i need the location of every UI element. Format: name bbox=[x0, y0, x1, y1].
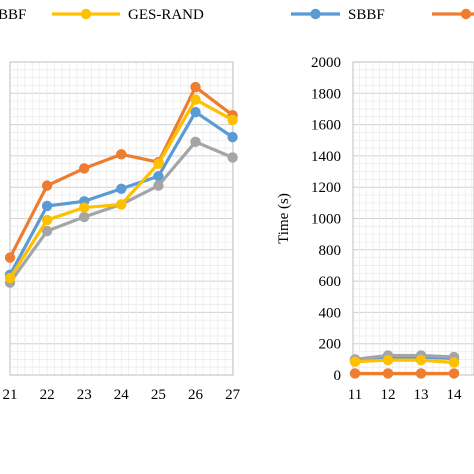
data-point-marker bbox=[190, 106, 201, 118]
x-tick-label: 21 bbox=[3, 387, 18, 403]
y-tick-label: 400 bbox=[319, 305, 342, 321]
data-point-marker bbox=[153, 158, 164, 169]
data-point-marker bbox=[116, 149, 127, 160]
data-point-marker bbox=[79, 163, 90, 174]
legend: BBF GES-RAND SBBF bbox=[0, 7, 474, 23]
gridlines bbox=[352, 61, 474, 376]
data-point-marker bbox=[448, 368, 460, 379]
legend-swatch-marker bbox=[80, 8, 92, 20]
series-line bbox=[354, 358, 455, 365]
data-point-marker bbox=[116, 183, 127, 194]
y-axis-title: Time (s) bbox=[276, 193, 292, 244]
data-point-marker bbox=[448, 357, 460, 368]
data-point-marker bbox=[4, 252, 16, 263]
data-point-marker bbox=[41, 225, 53, 237]
x-tick-label: 26 bbox=[188, 387, 204, 403]
data-point-marker bbox=[349, 368, 361, 379]
legend-entry-cropped bbox=[432, 8, 474, 20]
x-tick-label: 11 bbox=[348, 387, 362, 403]
legend-entry-sbbf: SBBF bbox=[291, 7, 385, 23]
data-point-marker bbox=[190, 136, 201, 148]
data-point-marker bbox=[382, 354, 394, 366]
x-tick-label: 23 bbox=[77, 387, 92, 403]
y-tick-label: 1400 bbox=[311, 149, 341, 165]
y-tick-label: 600 bbox=[319, 274, 342, 290]
x-tick-label: 12 bbox=[381, 387, 396, 403]
y-axis-ticks: 0 200 400 600 800 1000 1200 1400 1600 1800 2000 bbox=[311, 55, 341, 384]
y-tick-label: 800 bbox=[319, 243, 342, 259]
y-tick-label: 1600 bbox=[311, 118, 341, 134]
data-point-marker bbox=[415, 368, 427, 379]
y-tick-label: 0 bbox=[334, 368, 342, 384]
x-axis-ticks: 21 22 23 24 25 26 27 bbox=[3, 387, 241, 403]
data-point-marker bbox=[4, 272, 16, 284]
y-tick-label: 200 bbox=[319, 337, 342, 353]
x-tick-label: 25 bbox=[151, 387, 166, 403]
x-tick-label: 24 bbox=[114, 387, 130, 403]
data-point-marker bbox=[79, 211, 90, 223]
data-point-marker bbox=[382, 368, 394, 379]
legend-label: GES-RAND bbox=[128, 7, 204, 23]
y-tick-label: 1800 bbox=[311, 86, 341, 102]
data-point-marker bbox=[41, 180, 53, 191]
x-tick-label: 13 bbox=[414, 387, 429, 403]
x-tick-label: 14 bbox=[447, 387, 463, 403]
x-axis-ticks: 11 12 13 14 bbox=[348, 387, 462, 403]
data-point-marker bbox=[190, 94, 201, 105]
legend-swatch-marker bbox=[460, 8, 472, 20]
series-unnamed-1 bbox=[349, 368, 460, 379]
data-point-marker bbox=[153, 171, 164, 182]
y-tick-label: 2000 bbox=[311, 55, 341, 71]
legend-label: BBF bbox=[0, 7, 26, 23]
series-unnamed-3 bbox=[349, 354, 460, 368]
plot-area-border bbox=[9, 61, 234, 376]
data-point-marker bbox=[79, 202, 90, 213]
left-chart-panel: 21 22 23 24 25 26 27 bbox=[3, 61, 241, 403]
data-point-marker bbox=[41, 200, 53, 212]
x-tick-label: 22 bbox=[40, 387, 55, 403]
x-tick-label: 27 bbox=[225, 387, 241, 403]
data-point-marker bbox=[41, 214, 53, 226]
data-point-marker bbox=[153, 180, 164, 191]
data-point-marker bbox=[190, 81, 201, 93]
data-point-marker bbox=[227, 131, 238, 143]
legend-swatch-marker bbox=[310, 8, 321, 20]
series-ges-rand bbox=[4, 94, 238, 284]
y-tick-label: 1200 bbox=[311, 180, 341, 196]
legend-label: SBBF bbox=[348, 7, 385, 23]
series-group bbox=[4, 81, 238, 288]
data-point-marker bbox=[415, 354, 427, 366]
data-point-marker bbox=[116, 199, 127, 210]
right-chart-panel: 11 12 13 14 0 200 400 600 800 1000 1200 1400 1600 180… bbox=[276, 55, 474, 403]
legend-entry-ges-rand: GES-RAND bbox=[52, 7, 204, 23]
data-point-marker bbox=[349, 356, 361, 367]
y-tick-label: 1000 bbox=[311, 212, 341, 228]
data-point-marker bbox=[227, 114, 238, 126]
data-point-marker bbox=[227, 152, 238, 163]
series-line bbox=[354, 353, 455, 361]
series-group bbox=[349, 350, 460, 379]
